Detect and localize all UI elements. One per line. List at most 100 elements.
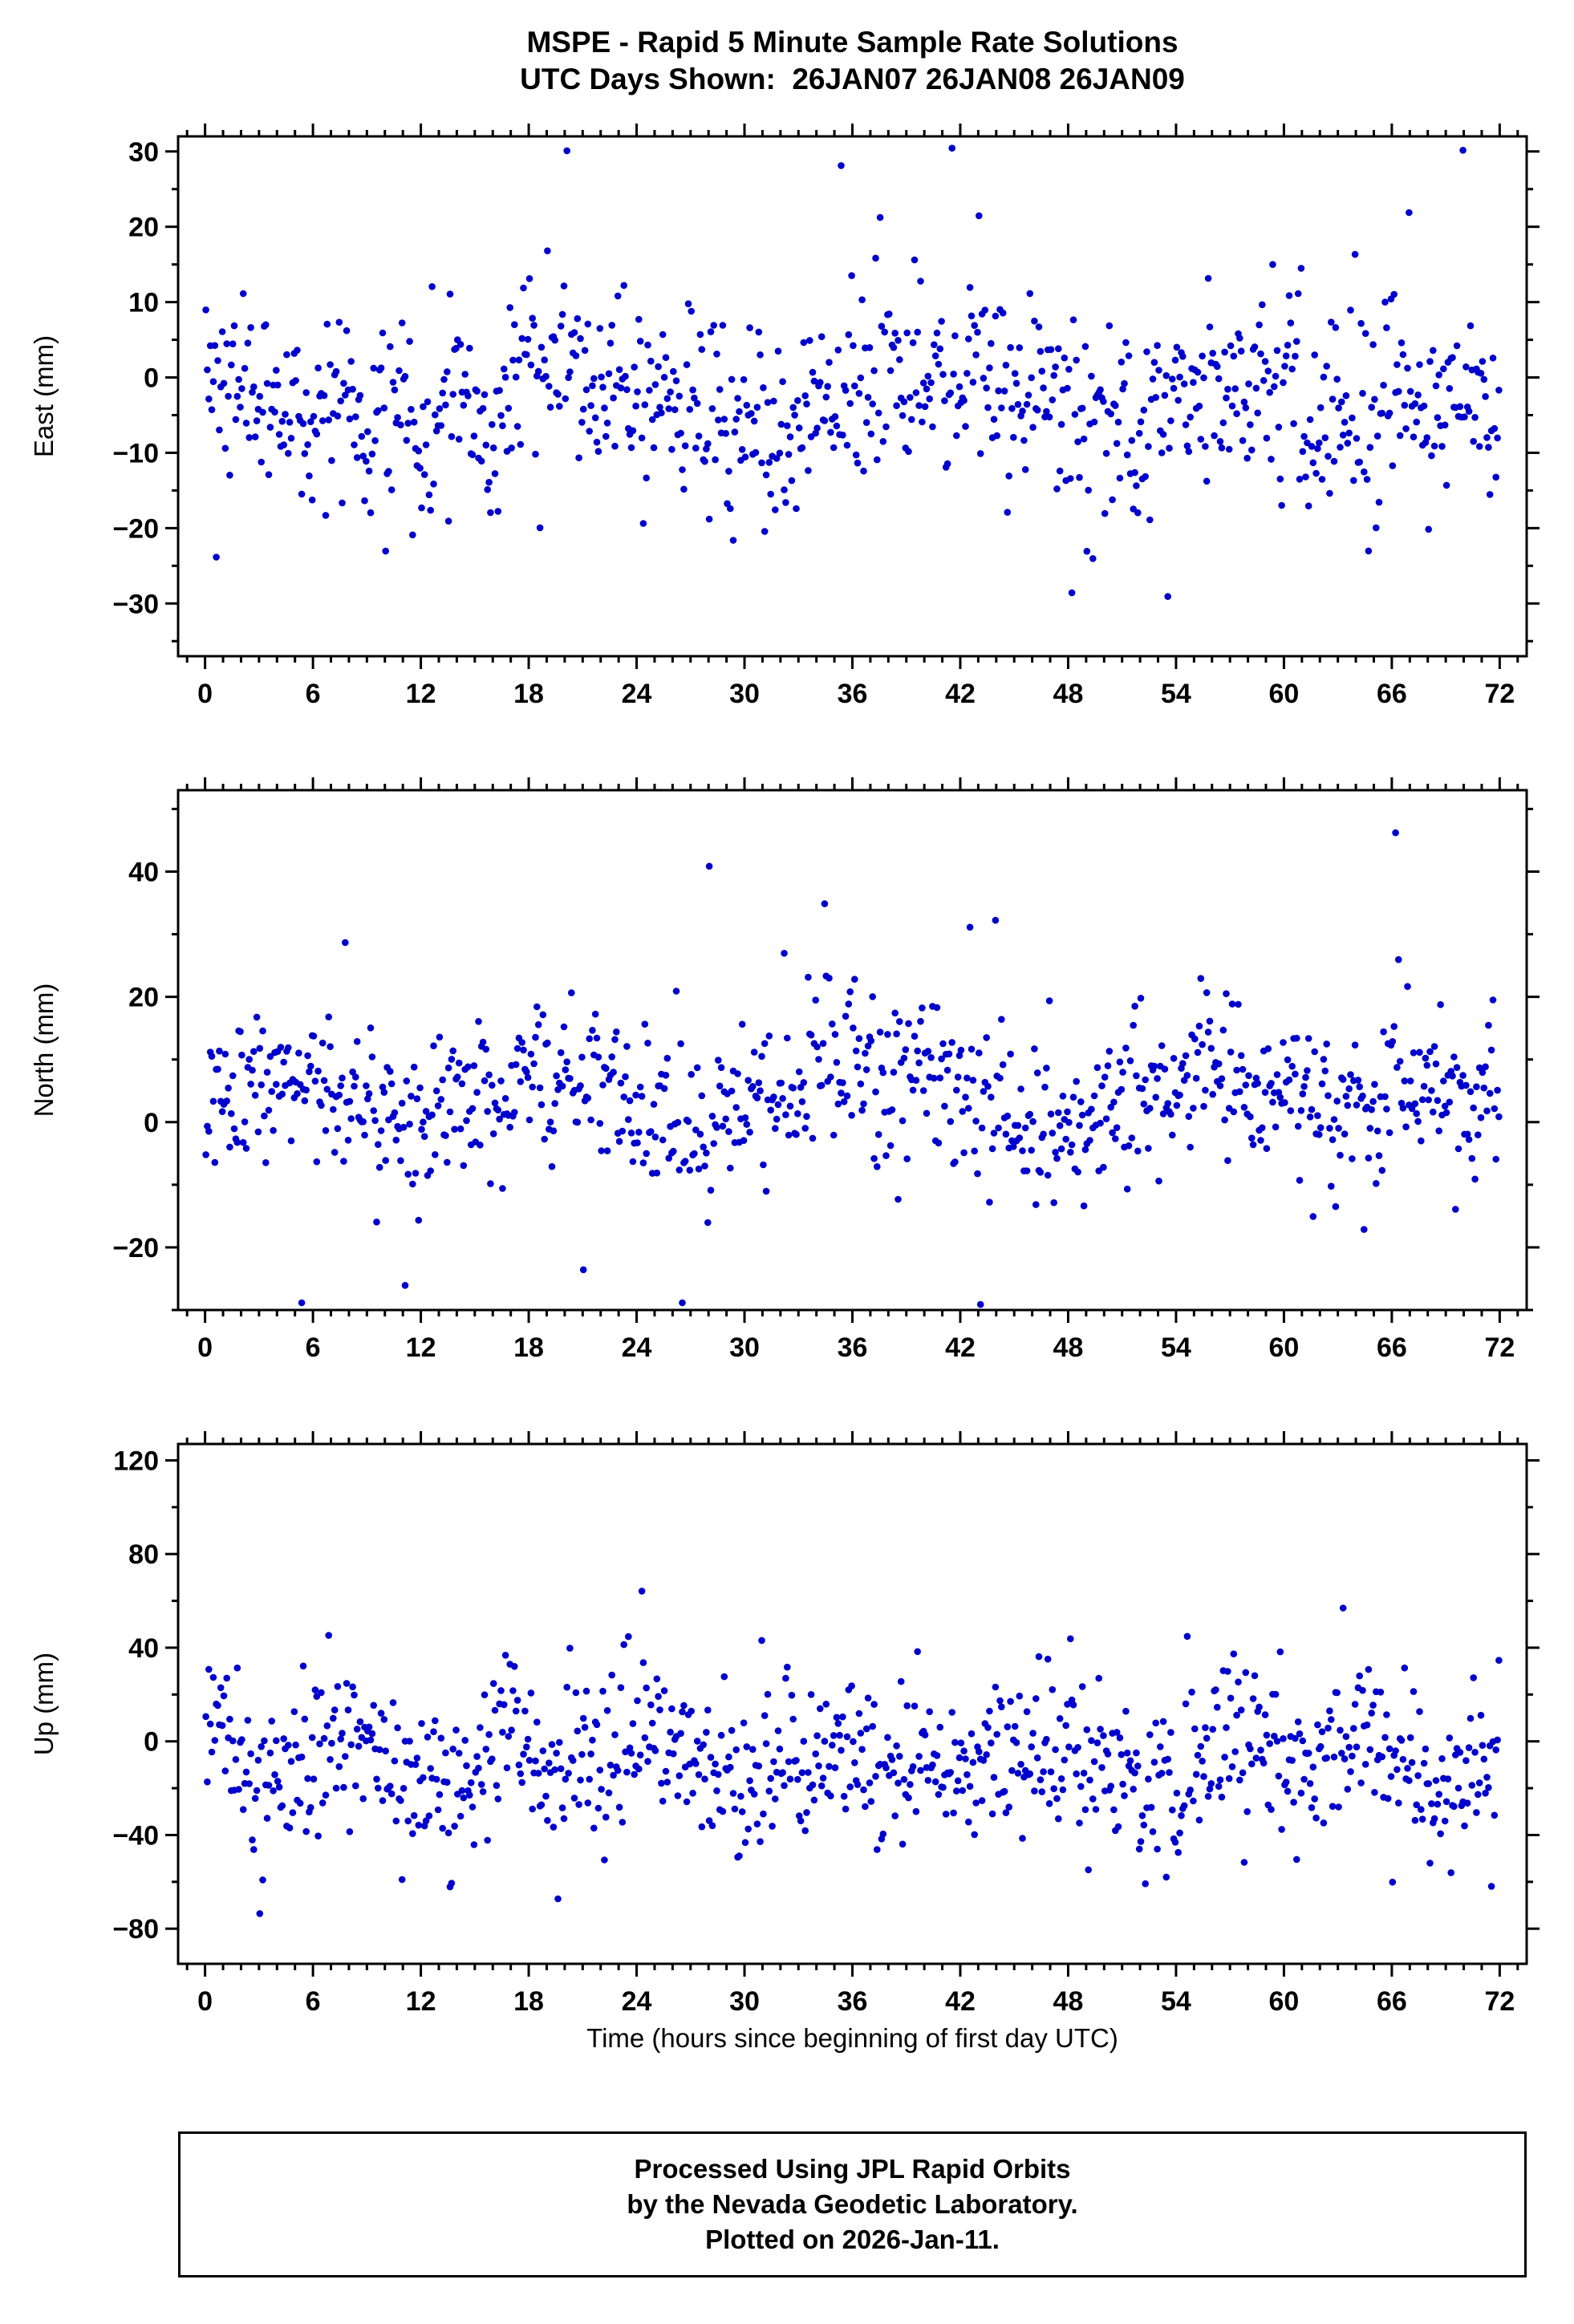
data-point	[1112, 1135, 1119, 1142]
data-point	[1414, 1117, 1422, 1125]
data-point	[800, 339, 808, 347]
data-point	[614, 292, 622, 300]
data-point	[615, 366, 623, 374]
data-point	[707, 328, 715, 335]
data-point	[557, 322, 565, 330]
data-point	[1239, 436, 1247, 444]
data-point	[1130, 1021, 1137, 1029]
data-point	[294, 347, 301, 354]
data-point	[412, 1761, 420, 1768]
data-point	[205, 395, 213, 403]
data-point	[1228, 1763, 1236, 1770]
data-point	[675, 1772, 684, 1779]
data-point	[1154, 1075, 1161, 1082]
data-point	[342, 1753, 349, 1760]
data-point	[1161, 391, 1169, 400]
data-point	[1494, 434, 1501, 442]
data-point	[1116, 1058, 1124, 1066]
data-point	[1180, 380, 1188, 387]
data-point	[439, 1824, 446, 1832]
data-point	[1214, 363, 1221, 371]
data-point	[1190, 379, 1197, 387]
data-point	[1047, 346, 1055, 354]
data-point	[948, 144, 955, 152]
data-point	[1036, 347, 1045, 355]
data-point	[1479, 1742, 1487, 1749]
data-point	[1100, 398, 1107, 405]
data-point	[1134, 509, 1142, 517]
data-point	[1342, 391, 1350, 400]
data-point	[746, 1129, 753, 1136]
data-point	[915, 1059, 923, 1067]
data-point	[692, 444, 700, 452]
data-point	[256, 392, 264, 400]
data-point	[1350, 477, 1357, 485]
data-point	[525, 1757, 533, 1764]
data-point	[712, 456, 719, 464]
data-point	[1440, 365, 1447, 373]
data-point	[1284, 1787, 1292, 1795]
data-point	[813, 1043, 821, 1051]
data-point	[1125, 1142, 1133, 1150]
data-point	[626, 1097, 634, 1105]
data-point	[1401, 401, 1409, 409]
data-point	[794, 397, 801, 404]
data-point	[347, 1741, 355, 1749]
data-point	[241, 364, 249, 372]
data-point	[409, 1180, 416, 1188]
data-point	[1326, 1707, 1333, 1714]
data-point	[1056, 467, 1064, 475]
data-point	[525, 275, 533, 282]
data-point	[584, 320, 592, 328]
data-point	[282, 411, 289, 418]
data-point	[815, 1762, 822, 1770]
data-point	[593, 1721, 601, 1729]
data-point	[270, 1126, 277, 1134]
data-point	[213, 554, 220, 561]
data-point	[1152, 394, 1159, 401]
data-point	[1176, 1091, 1183, 1099]
data-point	[736, 408, 743, 416]
data-point	[320, 1077, 328, 1085]
data-point	[774, 347, 782, 355]
data-point	[1243, 1808, 1251, 1815]
data-point	[586, 1775, 593, 1783]
data-point	[713, 1124, 720, 1131]
data-point	[874, 1846, 881, 1853]
data-point	[572, 1689, 580, 1697]
data-point	[603, 1147, 611, 1154]
data-point	[594, 448, 602, 455]
data-point	[413, 1754, 421, 1762]
data-point	[627, 444, 635, 452]
data-point	[1482, 1063, 1489, 1071]
data-point	[442, 1132, 449, 1139]
data-point	[1296, 1730, 1304, 1738]
data-point	[596, 1766, 604, 1774]
data-point	[1029, 1117, 1036, 1125]
data-point	[634, 1697, 641, 1705]
data-point	[644, 1758, 651, 1765]
data-point	[679, 466, 686, 473]
data-point	[271, 1770, 278, 1778]
data-point	[651, 1747, 659, 1754]
data-point	[1049, 1685, 1057, 1693]
data-point	[803, 400, 810, 408]
data-point	[1230, 352, 1238, 360]
data-point	[439, 1076, 446, 1084]
data-point	[1341, 1130, 1349, 1138]
data-point	[409, 1830, 416, 1837]
data-point	[631, 1770, 638, 1778]
data-point	[437, 422, 445, 429]
data-point	[1471, 1749, 1479, 1756]
data-point	[1133, 1072, 1140, 1080]
x-tick-label: 42	[945, 679, 976, 709]
data-point	[437, 1734, 445, 1742]
x-tick-label: 24	[622, 679, 652, 709]
data-point	[340, 1158, 347, 1165]
data-point	[422, 1817, 430, 1825]
data-point	[217, 1684, 225, 1692]
data-point	[261, 1737, 268, 1745]
data-point	[980, 1088, 988, 1095]
data-point	[1134, 1147, 1142, 1155]
data-point	[589, 1027, 596, 1034]
